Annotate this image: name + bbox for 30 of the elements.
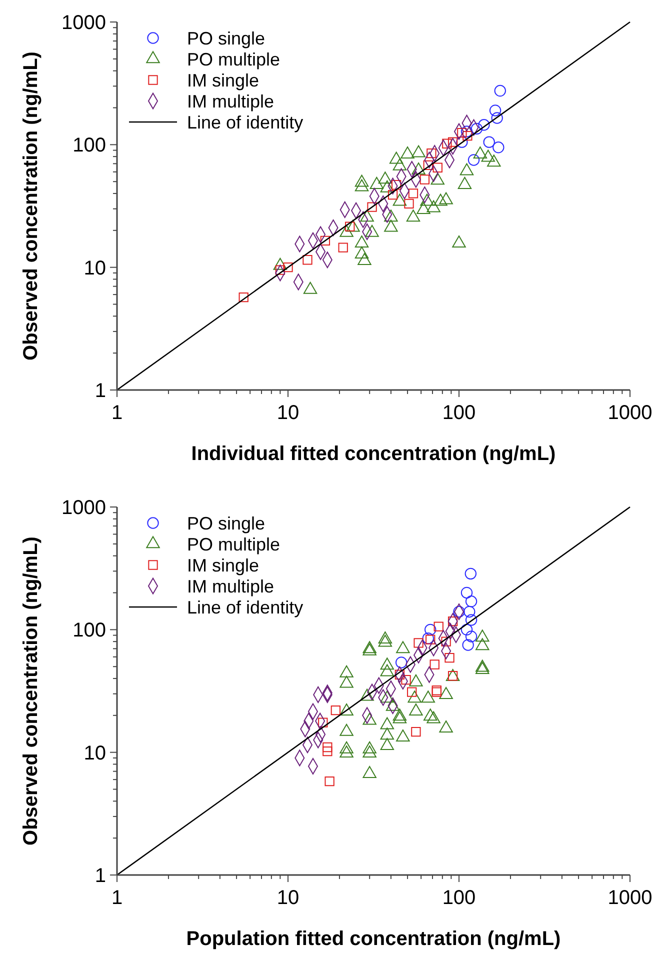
x-tick-label: 10 xyxy=(276,402,300,424)
legend-label: PO single xyxy=(187,513,266,534)
y-axis-title: Observed concentration (ng/mL) xyxy=(20,52,42,360)
legend-label: PO multiple xyxy=(187,534,280,554)
y-tick-label: 100 xyxy=(72,134,106,157)
x-tick-label: 1 xyxy=(111,402,123,424)
x-tick-label: 100 xyxy=(442,887,476,909)
y-tick-label: 10 xyxy=(84,742,106,764)
legend-label: PO single xyxy=(187,28,266,48)
legend-label: IM multiple xyxy=(187,91,274,112)
x-tick-label: 100 xyxy=(442,402,476,424)
legend-label: Line of identity xyxy=(187,597,304,618)
y-tick-label: 1000 xyxy=(62,12,106,34)
x-tick-label: 1000 xyxy=(608,887,652,909)
y-tick-label: 10 xyxy=(84,257,106,280)
x-axis-title: Population fitted concentration (ng/mL) xyxy=(186,928,561,950)
y-tick-label: 1 xyxy=(94,380,106,402)
x-tick-label: 1 xyxy=(111,887,123,909)
y-tick-label: 100 xyxy=(72,620,106,642)
legend-label: Line of identity xyxy=(187,112,304,132)
legend-label: IM single xyxy=(187,555,260,576)
y-axis-title: Observed concentration (ng/mL) xyxy=(20,536,42,846)
y-tick-label: 1000 xyxy=(62,497,106,519)
x-tick-label: 1000 xyxy=(608,402,652,424)
legend-label: PO multiple xyxy=(187,49,280,70)
y-tick-label: 1 xyxy=(94,865,106,887)
legend-label: IM single xyxy=(187,70,260,90)
x-axis-title: Individual fitted concentration (ng/mL) xyxy=(191,443,556,465)
legend-label: IM multiple xyxy=(187,576,274,596)
x-tick-label: 10 xyxy=(276,887,300,909)
